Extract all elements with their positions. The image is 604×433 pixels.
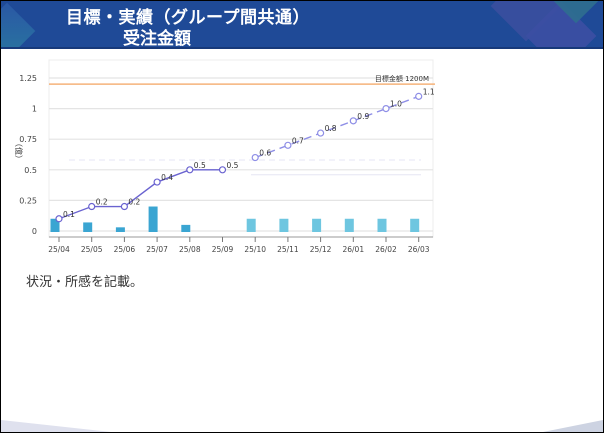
x-tick-label: 25/04 bbox=[48, 245, 70, 254]
data-point bbox=[153, 178, 161, 186]
data-point bbox=[415, 92, 423, 100]
bar bbox=[312, 218, 322, 232]
y-tick-label: 0 bbox=[32, 227, 37, 236]
chart-canvas: 0 0.25 0.5 0.75 1 1.25 （億） 目標金額 1200M 25/04 25/05… bbox=[14, 59, 435, 254]
y-tick-label: 0.5 bbox=[24, 166, 37, 175]
x-tick-label: 26/03 bbox=[408, 245, 430, 254]
data-label: 1.1 bbox=[423, 87, 435, 96]
y-tick-label: 0.75 bbox=[19, 135, 37, 144]
data-label: 0.6 bbox=[259, 149, 271, 158]
order-amount-chart: 0 0.25 0.5 0.75 1 1.25 （億） 目標金額 1200M 25/04 25/05… bbox=[11, 58, 436, 263]
data-point bbox=[218, 166, 227, 174]
x-tick-label: 25/12 bbox=[310, 245, 332, 254]
y-tick-label: 1 bbox=[32, 105, 37, 114]
x-tick-label: 25/10 bbox=[244, 245, 266, 254]
data-label: 0.7 bbox=[292, 136, 304, 145]
y-tick-label: 0.25 bbox=[19, 196, 37, 205]
data-point bbox=[382, 104, 390, 113]
x-tick-label: 25/05 bbox=[81, 245, 103, 254]
x-tick-label: 25/11 bbox=[277, 245, 299, 254]
bar bbox=[279, 218, 289, 232]
bar bbox=[148, 206, 158, 232]
data-label: 0.4 bbox=[161, 173, 173, 182]
data-point bbox=[186, 166, 194, 174]
data-label: 0.2 bbox=[128, 198, 140, 207]
data-point bbox=[284, 141, 292, 149]
x-tick-label: 25/09 bbox=[212, 245, 234, 254]
header-decoration bbox=[1, 2, 36, 47]
x-tick-label: 25/08 bbox=[179, 245, 201, 254]
footer-decoration bbox=[543, 420, 603, 432]
bar bbox=[50, 218, 60, 232]
y-tick-label: 1.25 bbox=[19, 74, 37, 83]
slide-header: 目標・実績（グループ間共通） 受注金額 bbox=[1, 1, 603, 49]
data-label: 1.0 bbox=[390, 100, 402, 109]
data-point bbox=[349, 117, 357, 125]
data-point bbox=[317, 129, 325, 137]
slide-subtitle: 受注金額 bbox=[123, 29, 191, 49]
data-label: 0.1 bbox=[63, 210, 75, 219]
slide-title: 目標・実績（グループ間共通） bbox=[66, 8, 310, 28]
data-label: 0.9 bbox=[357, 112, 369, 121]
data-label: 0.5 bbox=[227, 161, 239, 170]
footer-decoration bbox=[1, 420, 111, 432]
data-label: 0.5 bbox=[194, 161, 206, 170]
bar bbox=[115, 227, 125, 232]
data-label: 0.8 bbox=[325, 124, 337, 133]
x-tick-label: 25/06 bbox=[114, 245, 136, 254]
bar bbox=[181, 224, 191, 232]
bar bbox=[377, 218, 387, 232]
line-series bbox=[58, 169, 223, 220]
x-tick-label: 26/01 bbox=[342, 245, 364, 254]
x-tick-label: 25/07 bbox=[146, 245, 168, 254]
data-point bbox=[120, 202, 129, 211]
bar bbox=[344, 218, 354, 232]
y-axis-label: （億） bbox=[14, 139, 24, 163]
status-comment: 状況・所感を記載。 bbox=[26, 275, 144, 290]
data-point bbox=[251, 153, 259, 162]
data-point bbox=[88, 202, 96, 211]
bar bbox=[410, 218, 420, 232]
x-tick-label: 26/02 bbox=[375, 245, 397, 254]
bar bbox=[246, 218, 256, 232]
data-label: 0.2 bbox=[96, 198, 108, 207]
bar bbox=[83, 222, 93, 232]
plot-area bbox=[48, 59, 434, 238]
target-label: 目標金額 1200M bbox=[375, 74, 429, 83]
line-series bbox=[254, 95, 419, 159]
data-point bbox=[55, 215, 63, 223]
